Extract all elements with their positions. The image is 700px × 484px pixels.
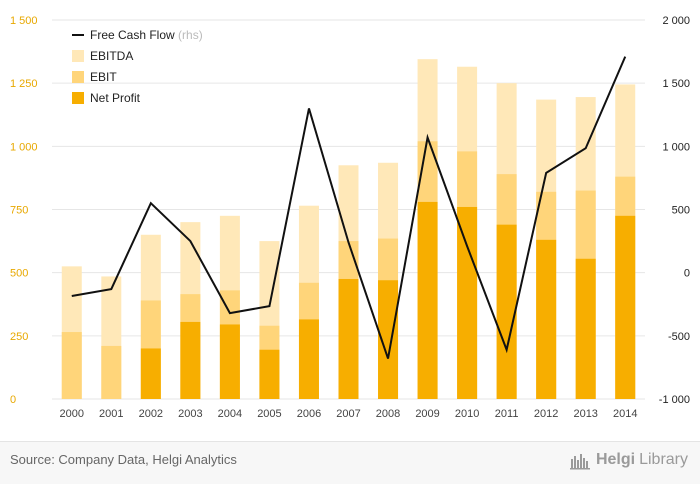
library-icon — [569, 454, 590, 470]
y-right-tick-label: 0 — [684, 268, 690, 280]
bar-ebit — [101, 345, 122, 399]
bar-net-profit — [259, 349, 280, 399]
y-left-tick-label: 1 500 — [10, 15, 38, 27]
y-right-tick-label: -500 — [668, 331, 690, 343]
bar-net-profit — [615, 215, 636, 399]
legend-label: Free Cash Flow (rhs) — [90, 28, 203, 42]
line-free-cash-flow — [71, 56, 627, 359]
x-tick-label: 2001 — [99, 408, 123, 420]
bar-net-profit — [140, 348, 161, 399]
bar-net-profit — [457, 206, 478, 399]
x-tick-label: 2003 — [178, 408, 202, 420]
x-tick-label: 2010 — [455, 408, 479, 420]
legend-label: EBIT — [90, 70, 117, 84]
x-tick-label: 2000 — [60, 408, 84, 420]
legend-swatch — [72, 92, 84, 104]
x-tick-label: 2004 — [218, 408, 242, 420]
y-left-tick-label: 1 250 — [10, 78, 38, 90]
y-left-tick-label: 750 — [10, 205, 28, 217]
x-tick-label: 2008 — [376, 408, 400, 420]
legend-label: EBITDA — [90, 49, 133, 63]
bar-net-profit — [417, 201, 438, 399]
brand-name-part2: Library — [639, 451, 688, 468]
brand-logo: Helgi Library — [569, 450, 688, 470]
y-right-tick-label: 1 000 — [662, 141, 690, 153]
bar-net-profit — [536, 239, 557, 399]
y-left-tick-label: 0 — [10, 394, 16, 406]
y-right-tick-label: 500 — [672, 205, 690, 217]
legend-swatch — [72, 50, 84, 62]
x-tick-label: 2012 — [534, 408, 558, 420]
y-left-tick-label: 250 — [10, 331, 28, 343]
x-tick-label: 2007 — [336, 408, 360, 420]
y-right-tick-label: -1 000 — [659, 394, 690, 406]
y-left-tick-label: 1 000 — [10, 141, 38, 153]
y-right-tick-label: 1 500 — [662, 78, 690, 90]
legend-swatch — [72, 71, 84, 83]
x-tick-label: 2014 — [613, 408, 637, 420]
bar-net-profit — [378, 280, 399, 399]
brand-name-part1: Helgi — [595, 451, 636, 468]
bar-net-profit — [219, 324, 240, 399]
bar-ebit — [61, 332, 82, 399]
legend-suffix: (rhs) — [175, 28, 203, 42]
footer: Source: Company Data, Helgi Analytics He… — [0, 441, 700, 484]
x-tick-label: 2005 — [257, 408, 281, 420]
bar-net-profit — [298, 319, 319, 399]
bar-net-profit — [338, 278, 359, 399]
bar-net-profit — [496, 224, 517, 399]
y-right-tick-label: 2 000 — [662, 15, 690, 27]
y-left-tick-label: 500 — [10, 268, 28, 280]
x-tick-label: 2002 — [139, 408, 163, 420]
source-note: Source: Company Data, Helgi Analytics — [10, 452, 237, 467]
x-tick-label: 2009 — [415, 408, 439, 420]
x-tick-label: 2011 — [495, 408, 519, 420]
legend-label: Net Profit — [90, 91, 141, 105]
bar-net-profit — [180, 321, 201, 399]
bar-net-profit — [575, 258, 596, 399]
x-tick-label: 2006 — [297, 408, 321, 420]
x-tick-label: 2013 — [573, 408, 597, 420]
chart-area: 0 250 500 750 1 000 1 250 1 500 -1 000 -500 0 500 1… — [10, 15, 690, 420]
